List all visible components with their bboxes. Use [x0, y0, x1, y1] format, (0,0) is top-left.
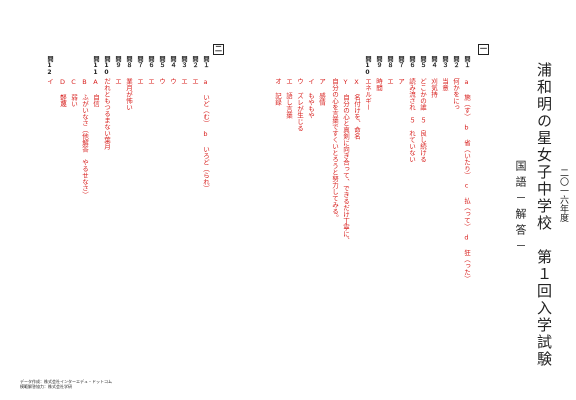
answer: X 名付けを、命名: [352, 78, 361, 140]
question-number: 問９: [375, 56, 382, 68]
answer: Y 自分の心と真剣に向き合って、できるだけ丁寧に、: [341, 78, 350, 244]
question-number: 問８: [386, 56, 393, 68]
credit-line-answers: 模範解答協力：株式会社学研: [20, 384, 72, 390]
question-number: 問１: [463, 56, 470, 68]
page-title: 浦和明の星女子中学校 第１回入学試験: [535, 62, 553, 368]
question-number: 問10: [364, 56, 371, 76]
exam-year: 二〇一六年度: [558, 168, 568, 222]
question-number: 問８: [125, 56, 132, 68]
answer: ア 感情: [317, 78, 326, 106]
answer: a 施（す） b 省（いたり） c 払（って） d 狂（った）: [462, 78, 471, 282]
question-number: 問７: [136, 56, 143, 68]
answer: 刈気持: [429, 78, 438, 98]
question-number: 問５: [419, 56, 426, 68]
answer: ウ: [157, 78, 166, 85]
question-number: 問４: [169, 56, 176, 68]
answer: イ: [45, 78, 54, 85]
question-number: 問11: [92, 56, 99, 76]
question-number: 問３: [180, 56, 187, 68]
answer: だれともつるまない葉月: [102, 78, 111, 150]
question-number: 問12: [46, 56, 53, 76]
credits: データ作成：株式会社インターエデュ・ドットコム 模範解答協力：株式会社学研: [20, 379, 112, 390]
question-number: 問７: [397, 56, 404, 68]
answer: 時間: [374, 78, 383, 91]
subject-label: 国語－解答－: [514, 160, 527, 256]
question-number: 問10: [103, 56, 110, 76]
answer: 当意: [440, 78, 449, 91]
answer: エ 語し言葉: [284, 78, 293, 119]
answer: エ: [385, 78, 394, 85]
answer: どこかの誰 ５ 良し続ける: [418, 78, 427, 163]
section-one-label: 一: [478, 44, 489, 55]
answer: オ 記録: [273, 78, 282, 106]
question-number: 問２: [452, 56, 459, 68]
answer: 業月が怖い: [124, 78, 133, 111]
question-number: 問２: [191, 56, 198, 68]
answer: ア: [396, 78, 405, 85]
answer: 読み流され ５ れていない: [407, 78, 416, 163]
answer: D 軽蔑: [58, 78, 67, 107]
answer: エ: [190, 78, 199, 85]
answer: a いど（む） b いろど（られ）: [201, 78, 210, 192]
question-number: 問１: [202, 56, 209, 68]
answer: エ: [179, 78, 188, 85]
answer: ウ: [168, 78, 177, 85]
question-number: 問３: [441, 56, 448, 68]
answer: 何かをにっ: [451, 78, 460, 111]
question-number: 問６: [147, 56, 154, 68]
question-number: 問４: [430, 56, 437, 68]
answer: エ: [146, 78, 155, 85]
credit-line-data: データ作成：株式会社インターエデュ・ドットコム: [20, 379, 112, 384]
answer: 自分の心を言葉ですくいとろうと努力してみる。: [330, 78, 339, 221]
question-number: 問９: [114, 56, 121, 68]
answer: エネルギー: [363, 78, 372, 111]
answer: C 弱い: [69, 78, 78, 107]
answer: エ: [113, 78, 122, 85]
answer: ウ ズレが生じる: [295, 78, 304, 132]
answer: イ もやもや: [306, 78, 315, 119]
section-two-label: 二: [213, 44, 224, 55]
answer: A 自信: [91, 78, 100, 107]
question-number: 問５: [158, 56, 165, 68]
answer: B ふがいなさ（他解答 やるせなさ）: [80, 78, 89, 198]
question-number: 問６: [408, 56, 415, 68]
answer: エ: [135, 78, 144, 85]
